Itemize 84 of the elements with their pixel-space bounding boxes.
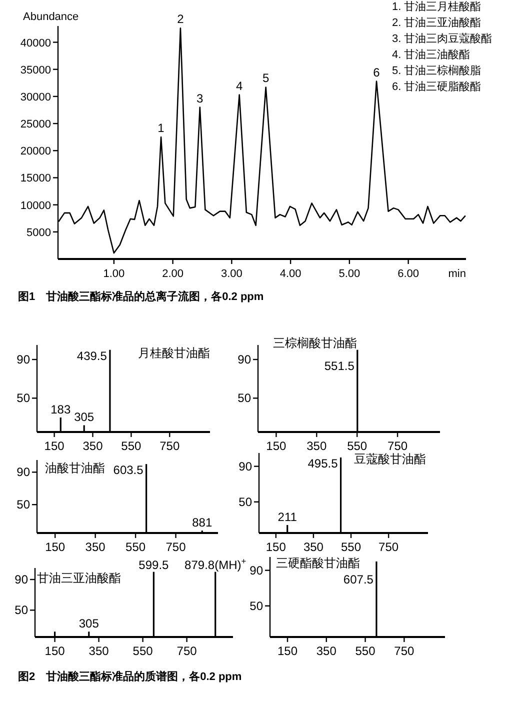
- x-tick-label: 350: [88, 644, 110, 658]
- caption: 图2 甘油酸三酯标准品的质谱图，各0.2 ppm: [18, 670, 242, 683]
- y-tick-label: 20000: [20, 146, 51, 158]
- annotation: 495.5: [308, 456, 338, 470]
- y-tick-label: 50: [14, 603, 28, 618]
- x-tick-label: 150: [266, 439, 287, 453]
- y-axis-title: Abundance: [23, 11, 79, 23]
- y-tick-label: 50: [250, 598, 264, 613]
- x-tick-label: 6.00: [398, 268, 420, 280]
- chart-title: 三棕榈酸甘油酯: [273, 336, 357, 350]
- x-tick-label: 150: [45, 540, 66, 554]
- x-tick-label: 550: [132, 644, 154, 658]
- x-tick-label: 350: [85, 540, 106, 554]
- y-tick-label: 30000: [20, 91, 51, 104]
- y-tick-label: 90: [16, 352, 30, 366]
- annotation: 1: [158, 121, 165, 136]
- y-tick-label: 15000: [20, 172, 51, 185]
- annotation: 551.5: [324, 358, 355, 373]
- chart-title: 油酸甘油酯: [45, 461, 105, 475]
- x-tick-label: 150: [266, 540, 286, 554]
- annotation: 3. 甘油三肉豆蔻酸酯: [392, 32, 492, 45]
- y-tick-label: 40000: [20, 37, 51, 50]
- caption: 图1 甘油酸三酯标准品的总离子流图，各0.2 ppm: [18, 290, 264, 303]
- annotation: 4. 甘油三油酸酯: [392, 48, 470, 61]
- x-tick-label: 750: [176, 644, 198, 658]
- x-tick-label: 350: [306, 439, 327, 453]
- annotation: 2. 甘油三亚油酸酯: [392, 16, 482, 29]
- x-tick-label: 350: [303, 540, 324, 554]
- x-tick-label: 5.00: [338, 268, 360, 280]
- annotation: 6: [373, 65, 380, 80]
- y-tick-label: 35000: [20, 64, 51, 76]
- annotation: 881: [192, 516, 212, 530]
- x-tick-label: 150: [277, 644, 298, 658]
- x-tick-label: 550: [121, 439, 142, 453]
- annotation: 607.5: [343, 572, 374, 586]
- chart-title: 甘油三亚油酸酯: [37, 571, 121, 585]
- annotation: 6. 甘油三硬脂酸酯: [392, 80, 482, 93]
- y-tick-label: 25000: [20, 118, 51, 131]
- annotation: 439.5: [76, 348, 108, 363]
- x-tick-label: 550: [355, 644, 376, 658]
- y-tick-label: 50: [16, 391, 30, 406]
- annotation: 305: [78, 616, 100, 631]
- x-tick-label: 1.00: [103, 268, 125, 280]
- annotation: 3: [196, 91, 204, 106]
- x-axis-title: min: [448, 268, 466, 280]
- x-tick-label: 750: [394, 644, 414, 658]
- x-tick-label: 3.00: [220, 268, 242, 280]
- y-tick-label: 90: [250, 563, 264, 578]
- y-tick-label: 50: [16, 498, 30, 512]
- x-tick-label: 150: [44, 644, 66, 658]
- annotation: 2: [177, 12, 184, 26]
- text: 1. 甘油三月桂酸酯: [392, 0, 482, 13]
- x-tick-label: 350: [316, 644, 337, 658]
- annotation: 603.5: [113, 463, 144, 478]
- y-tick-label: 90: [238, 459, 252, 474]
- x-tick-label: 2.00: [162, 268, 184, 280]
- annotation: 5: [262, 71, 270, 86]
- y-tick-label: 10000: [20, 200, 51, 212]
- annotation: 305: [74, 410, 94, 424]
- y-tick-label: 90: [14, 572, 28, 586]
- chart-title: 月桂酸甘油酯: [138, 346, 210, 360]
- x-tick-label: 350: [82, 439, 104, 453]
- x-tick-label: 750: [388, 439, 408, 453]
- y-tick-label: 90: [16, 465, 30, 480]
- annotation: 5. 甘油三棕榈酸脂: [392, 64, 482, 77]
- annotation: 211: [278, 510, 298, 524]
- y-tick-label: 5000: [26, 226, 51, 239]
- annotation: 879.8(MH)$^{+}$: [184, 556, 246, 572]
- x-tick-label: 550: [347, 439, 368, 453]
- annotation: 599.5: [138, 558, 170, 572]
- x-tick-label: 750: [166, 540, 186, 554]
- x-tick-label: 750: [378, 540, 399, 554]
- x-tick-label: 150: [44, 439, 65, 453]
- annotation: 4: [236, 78, 243, 93]
- y-tick-label: 50: [238, 494, 252, 509]
- annotation: 183: [50, 402, 71, 416]
- x-tick-label: 550: [340, 540, 362, 554]
- y-tick-label: 90: [238, 352, 252, 366]
- chart-title: 三硬酯酸甘油酯: [276, 556, 360, 570]
- x-tick-label: 4.00: [280, 268, 302, 280]
- chart-title: 豆蔻酸甘油酯: [354, 452, 426, 466]
- y-tick-label: 50: [238, 391, 252, 406]
- x-tick-label: 750: [160, 439, 180, 453]
- x-tick-label: 550: [126, 540, 146, 554]
